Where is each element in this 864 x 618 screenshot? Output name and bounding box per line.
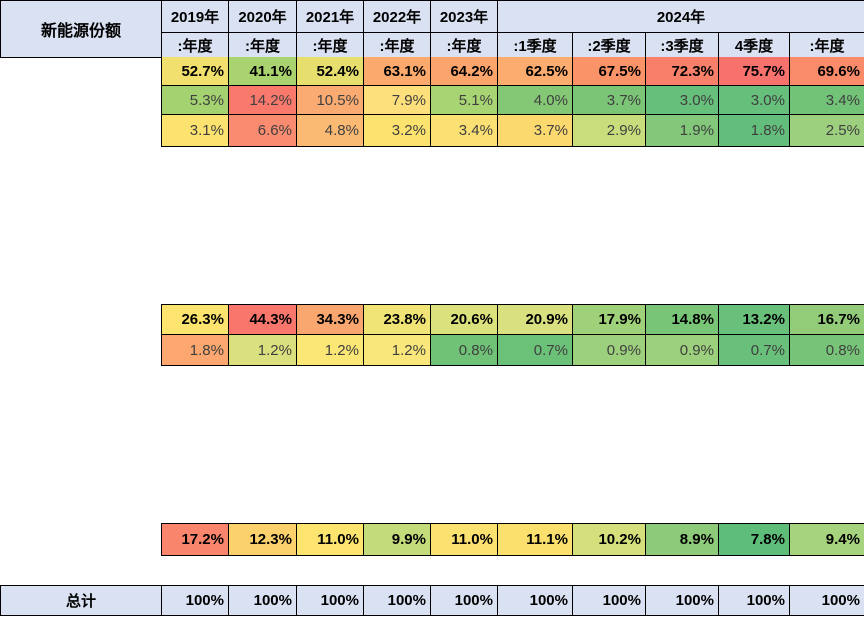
data-cell[interactable]: 20.6% bbox=[431, 305, 498, 335]
period-header-cell[interactable]: :1季度 bbox=[498, 33, 573, 58]
data-cell[interactable]: 5.1% bbox=[431, 86, 498, 115]
data-cell[interactable]: 17.9% bbox=[573, 305, 646, 335]
data-cell[interactable]: 26.3% bbox=[162, 305, 229, 335]
data-cell[interactable]: 41.1% bbox=[229, 57, 297, 86]
year-header-cell[interactable]: 2021年 bbox=[297, 1, 364, 33]
total-value-cell[interactable]: 100% bbox=[573, 586, 646, 616]
data-cell[interactable]: 11.0% bbox=[297, 524, 364, 556]
table-section-2: 26.3% 44.3% 34.3% 23.8% 20.6% 20.9% 17.9% 14.8%… bbox=[161, 304, 864, 366]
data-cell[interactable]: 0.9% bbox=[573, 335, 646, 366]
year-header-cell[interactable]: 2022年 bbox=[364, 1, 431, 33]
total-value-cell[interactable]: 100% bbox=[498, 586, 573, 616]
total-value-cell[interactable]: 100% bbox=[162, 586, 229, 616]
data-cell[interactable]: 14.2% bbox=[229, 86, 297, 115]
data-cell[interactable]: 11.0% bbox=[431, 524, 498, 556]
total-value-cell[interactable]: 100% bbox=[431, 586, 498, 616]
data-cell[interactable]: 1.2% bbox=[364, 335, 431, 366]
total-value-cell[interactable]: 100% bbox=[229, 586, 297, 616]
data-cell[interactable]: 0.7% bbox=[719, 335, 790, 366]
data-cell[interactable]: 16.7% bbox=[790, 305, 864, 335]
data-cell[interactable]: 62.5% bbox=[498, 57, 573, 86]
data-cell[interactable]: 3.0% bbox=[646, 86, 719, 115]
data-cell[interactable]: 5.3% bbox=[162, 86, 229, 115]
period-header-cell[interactable]: :年度 bbox=[162, 33, 229, 58]
data-cell[interactable]: 20.9% bbox=[498, 305, 573, 335]
data-cell[interactable]: 64.2% bbox=[431, 57, 498, 86]
data-cell[interactable]: 34.3% bbox=[297, 305, 364, 335]
data-cell[interactable]: 63.1% bbox=[364, 57, 431, 86]
data-cell[interactable]: 9.9% bbox=[364, 524, 431, 556]
period-header-cell[interactable]: :年度 bbox=[431, 33, 498, 58]
data-cell[interactable]: 1.2% bbox=[229, 335, 297, 366]
data-cell[interactable]: 4.0% bbox=[498, 86, 573, 115]
data-cell[interactable]: 2.5% bbox=[790, 115, 864, 147]
data-cell[interactable]: 1.9% bbox=[646, 115, 719, 147]
total-value-cell[interactable]: 100% bbox=[364, 586, 431, 616]
data-cell[interactable]: 0.8% bbox=[790, 335, 864, 366]
data-cell[interactable]: 3.1% bbox=[162, 115, 229, 147]
data-cell[interactable]: 2.9% bbox=[573, 115, 646, 147]
total-label-cell[interactable]: 总计 bbox=[1, 586, 162, 616]
period-header-cell[interactable]: :年度 bbox=[297, 33, 364, 58]
data-cell[interactable]: 14.8% bbox=[646, 305, 719, 335]
data-cell[interactable]: 0.8% bbox=[431, 335, 498, 366]
period-header-cell[interactable]: :2季度 bbox=[573, 33, 646, 58]
period-header-cell[interactable]: :年度 bbox=[364, 33, 431, 58]
data-cell[interactable]: 52.7% bbox=[162, 57, 229, 86]
period-header-cell[interactable]: 4季度 bbox=[719, 33, 790, 58]
data-cell[interactable]: 3.7% bbox=[498, 115, 573, 147]
data-cell[interactable]: 1.8% bbox=[719, 115, 790, 147]
data-cell[interactable]: 52.4% bbox=[297, 57, 364, 86]
table-section-1: 52.7% 41.1% 52.4% 63.1% 64.2% 62.5% 67.5% 72.3%… bbox=[161, 57, 864, 147]
table-section-3: 17.2% 12.3% 11.0% 9.9% 11.0% 11.1% 10.2% 8.9% 7.… bbox=[161, 523, 864, 556]
data-cell[interactable]: 17.2% bbox=[162, 524, 229, 556]
data-cell[interactable]: 9.4% bbox=[790, 524, 864, 556]
data-cell[interactable]: 1.2% bbox=[297, 335, 364, 366]
data-cell[interactable]: 69.6% bbox=[790, 57, 864, 86]
period-header-cell[interactable]: :3季度 bbox=[646, 33, 719, 58]
data-cell[interactable]: 12.3% bbox=[229, 524, 297, 556]
data-cell[interactable]: 1.8% bbox=[162, 335, 229, 366]
data-cell[interactable]: 3.4% bbox=[431, 115, 498, 147]
data-cell[interactable]: 0.9% bbox=[646, 335, 719, 366]
data-cell[interactable]: 44.3% bbox=[229, 305, 297, 335]
total-value-cell[interactable]: 100% bbox=[646, 586, 719, 616]
data-cell[interactable]: 10.5% bbox=[297, 86, 364, 115]
data-cell[interactable]: 4.8% bbox=[297, 115, 364, 147]
total-value-cell[interactable]: 100% bbox=[790, 586, 864, 616]
data-cell[interactable]: 11.1% bbox=[498, 524, 573, 556]
data-cell[interactable]: 7.8% bbox=[719, 524, 790, 556]
data-cell[interactable]: 3.0% bbox=[719, 86, 790, 115]
data-cell[interactable]: 72.3% bbox=[646, 57, 719, 86]
data-cell[interactable]: 23.8% bbox=[364, 305, 431, 335]
data-cell[interactable]: 3.4% bbox=[790, 86, 864, 115]
data-cell[interactable]: 3.7% bbox=[573, 86, 646, 115]
data-cell[interactable]: 67.5% bbox=[573, 57, 646, 86]
period-header-cell[interactable]: :年度 bbox=[790, 33, 864, 58]
data-cell[interactable]: 8.9% bbox=[646, 524, 719, 556]
data-cell[interactable]: 7.9% bbox=[364, 86, 431, 115]
year-header-cell[interactable]: 2023年 bbox=[431, 1, 498, 33]
data-cell[interactable]: 75.7% bbox=[719, 57, 790, 86]
data-cell[interactable]: 3.2% bbox=[364, 115, 431, 147]
table-header: 新能源份额 2019年 2020年 2021年 2022年 2023年 2024年:年度:年… bbox=[0, 0, 864, 58]
table-title-cell[interactable]: 新能源份额 bbox=[1, 1, 162, 58]
data-cell[interactable]: 10.2% bbox=[573, 524, 646, 556]
year-header-cell[interactable]: 2024年 bbox=[498, 1, 864, 33]
year-header-cell[interactable]: 2020年 bbox=[229, 1, 297, 33]
total-value-cell[interactable]: 100% bbox=[719, 586, 790, 616]
data-cell[interactable]: 6.6% bbox=[229, 115, 297, 147]
total-value-cell[interactable]: 100% bbox=[297, 586, 364, 616]
data-cell[interactable]: 13.2% bbox=[719, 305, 790, 335]
data-cell[interactable]: 0.7% bbox=[498, 335, 573, 366]
period-header-cell[interactable]: :年度 bbox=[229, 33, 297, 58]
table-total-row: 总计 100% 100% 100% 100% 100% 100% 100% 100% 100% 10… bbox=[0, 585, 864, 616]
year-header-cell[interactable]: 2019年 bbox=[162, 1, 229, 33]
